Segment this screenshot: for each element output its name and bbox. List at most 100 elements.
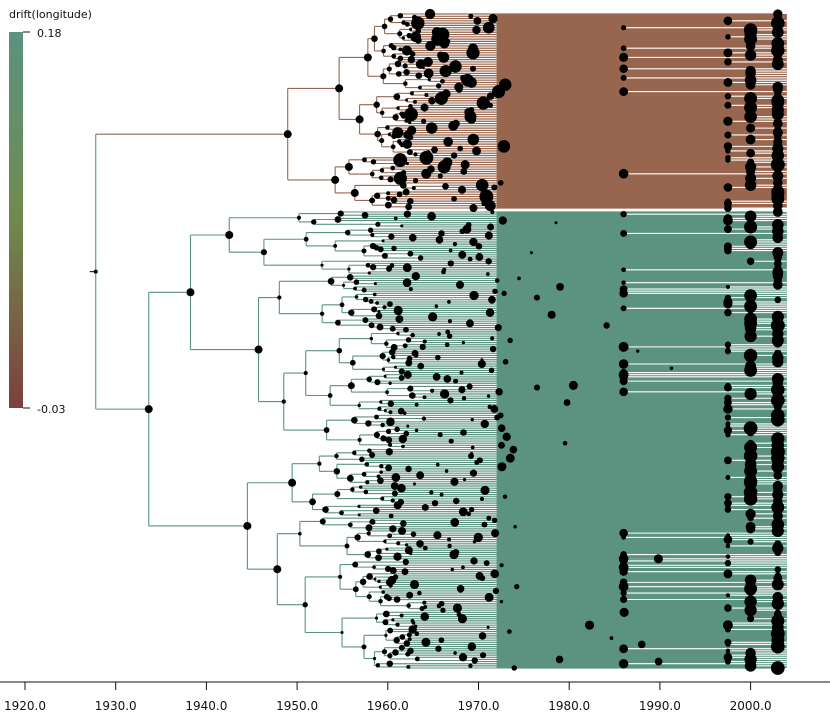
internal-node <box>362 296 369 303</box>
internal-node <box>361 644 367 650</box>
tip-node <box>432 372 441 381</box>
tip-node <box>388 381 392 385</box>
tip-node <box>472 146 481 156</box>
internal-node <box>429 388 435 393</box>
internal-node <box>347 382 355 390</box>
internal-node <box>409 91 414 96</box>
sample-node <box>619 387 628 397</box>
internal-node <box>338 574 343 579</box>
tip-node <box>452 603 463 613</box>
internal-node <box>403 68 410 76</box>
internal-node <box>376 323 384 331</box>
internal-node <box>387 627 394 634</box>
tip-node <box>470 557 478 565</box>
internal-node <box>369 336 374 341</box>
internal-node <box>369 451 376 459</box>
internal-node <box>417 255 424 261</box>
internal-node <box>373 431 380 439</box>
tip-node <box>393 501 402 510</box>
sample-node <box>744 363 758 377</box>
tip-node <box>429 490 434 495</box>
internal-node <box>346 474 354 482</box>
tip-node <box>505 453 515 463</box>
internal-node <box>407 250 414 257</box>
tip-node <box>417 362 425 370</box>
sample-node <box>722 620 733 631</box>
sample-node <box>724 559 732 567</box>
internal-node <box>385 428 392 435</box>
internal-node <box>471 657 478 664</box>
sample-node <box>725 34 731 40</box>
internal-node <box>381 252 388 259</box>
tip-node <box>425 40 436 52</box>
internal-node <box>281 399 286 404</box>
internal-node <box>402 558 409 566</box>
tip-node <box>473 532 483 543</box>
tip-node <box>533 384 541 391</box>
internal-node <box>354 295 359 299</box>
internal-node <box>381 367 386 371</box>
sample-node <box>745 79 756 90</box>
internal-node <box>422 339 427 344</box>
sample-node <box>743 348 758 363</box>
tip-node <box>420 612 430 621</box>
tip-node <box>483 560 490 567</box>
internal-node <box>350 487 355 492</box>
internal-node <box>424 93 429 98</box>
internal-node <box>397 12 404 19</box>
tip-node <box>492 587 500 595</box>
internal-node <box>410 531 417 537</box>
tip-node <box>411 272 420 281</box>
tip-node <box>514 583 520 590</box>
tip-node <box>480 485 490 495</box>
internal-node <box>394 60 402 68</box>
internal-node <box>375 221 381 227</box>
internal-node <box>364 551 372 558</box>
tip-node <box>457 185 467 194</box>
internal-node <box>378 598 383 604</box>
sample-node <box>746 257 755 265</box>
sample-node <box>770 639 785 654</box>
sample-node <box>771 524 784 538</box>
tip-node <box>393 596 401 603</box>
internal-node <box>357 504 361 508</box>
tip-node <box>396 191 403 198</box>
tip-node <box>562 440 568 446</box>
internal-node <box>403 640 411 647</box>
tip-node <box>491 184 498 191</box>
sample-node <box>744 92 758 105</box>
internal-node <box>367 227 374 233</box>
internal-node <box>394 426 400 433</box>
internal-node <box>344 229 351 236</box>
tip-node <box>450 567 455 572</box>
internal-node <box>254 345 263 354</box>
internal-node <box>377 477 384 485</box>
sample-node <box>618 658 629 669</box>
internal-node <box>411 185 416 191</box>
tip-node <box>439 389 450 399</box>
internal-node <box>407 120 412 125</box>
internal-node <box>327 393 333 398</box>
sample-node <box>725 431 731 438</box>
tip-node <box>490 209 495 215</box>
internal-node <box>442 182 449 190</box>
tip-node <box>437 332 441 336</box>
tip-node <box>482 21 495 34</box>
x-tick-label: 1950.0 <box>276 699 318 713</box>
tip-node <box>419 343 426 351</box>
sample-node <box>724 92 732 100</box>
internal-node <box>333 468 341 475</box>
sample-node <box>724 246 732 255</box>
internal-node <box>225 230 234 239</box>
sample-node <box>746 524 756 534</box>
internal-node <box>375 663 380 668</box>
tip-node <box>509 445 518 454</box>
tip-node <box>446 333 453 339</box>
tip-node <box>487 102 494 108</box>
sample-node <box>744 595 757 608</box>
internal-node <box>396 139 402 144</box>
tip-node <box>458 653 468 662</box>
internal-node <box>376 548 382 555</box>
internal-node <box>405 203 413 211</box>
internal-node <box>399 634 406 640</box>
